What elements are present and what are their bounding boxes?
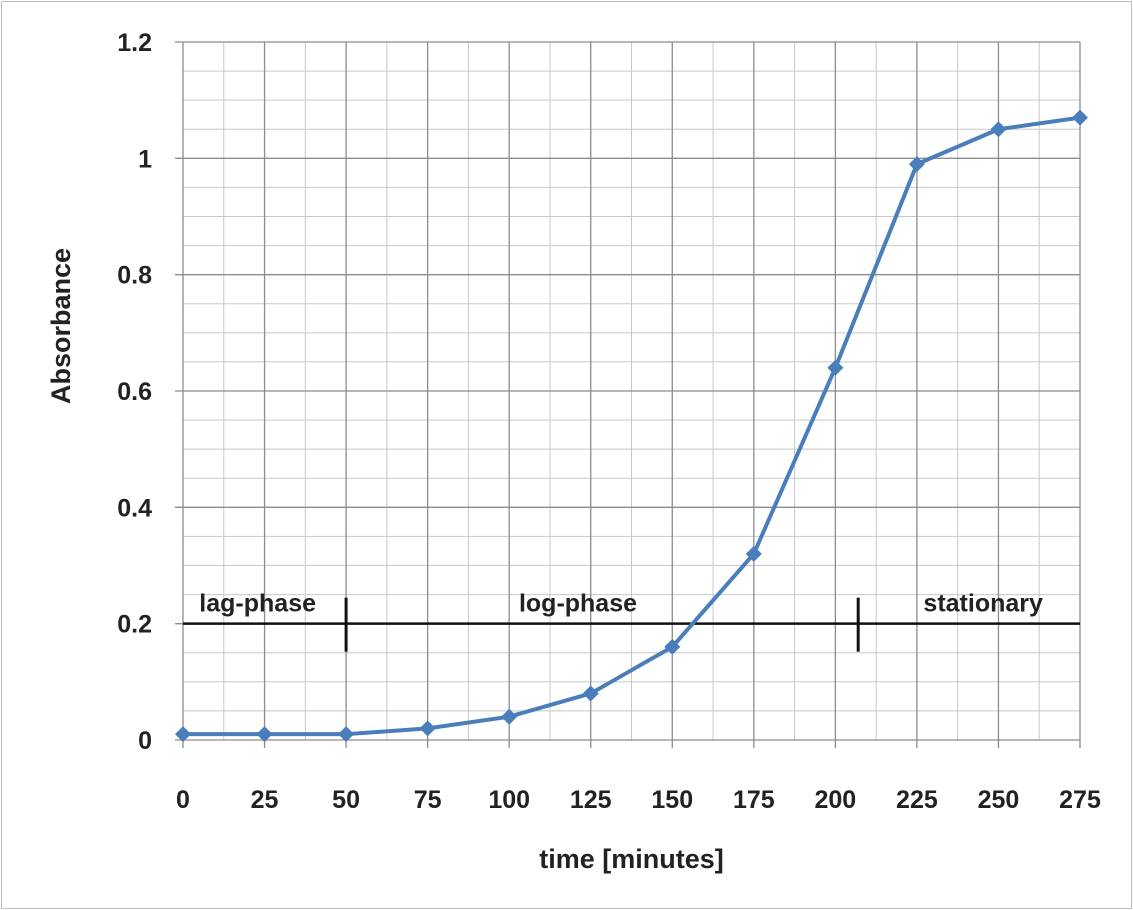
phase-annotations: lag-phase log-phase stationary — [183, 590, 1080, 652]
data-point-marker — [664, 638, 681, 655]
series-line — [183, 115, 1081, 737]
y-axis-label: Absorbance — [46, 248, 76, 404]
x-tick-label: 100 — [488, 786, 530, 814]
x-tick-label: 75 — [414, 786, 442, 814]
x-tick-label: 125 — [570, 786, 612, 814]
data-point-marker — [990, 121, 1007, 138]
data-point-marker — [501, 708, 518, 725]
x-tick-label: 50 — [332, 786, 360, 814]
data-point-marker — [827, 359, 844, 376]
x-tick-label: 0 — [176, 786, 190, 814]
y-tick-label: 0.4 — [117, 494, 152, 522]
data-point-marker — [908, 156, 925, 173]
phase-label: stationary — [923, 590, 1043, 618]
x-axis-label: time [minutes] — [539, 844, 724, 874]
x-tick-labels: 0 25 50 75 100 125 150 175 200 225 250 275 — [176, 786, 1101, 814]
x-tick-label: 225 — [896, 786, 938, 814]
y-tick-label: 0.6 — [117, 378, 152, 406]
data-point-marker — [338, 726, 355, 743]
y-tick-label: 0.2 — [117, 611, 152, 639]
y-tick-label: 0.8 — [117, 262, 152, 290]
y-tick-label: 0 — [138, 727, 152, 755]
data-point-marker — [582, 685, 599, 702]
data-point-marker — [175, 726, 191, 743]
y-tick-labels: 0 0.2 0.4 0.6 0.8 1 1.2 — [117, 29, 152, 755]
data-point-marker — [745, 545, 762, 562]
y-tick-label: 1.2 — [117, 29, 152, 57]
data-point-marker — [256, 726, 273, 743]
data-point-marker — [419, 720, 436, 737]
y-tick-label: 1 — [138, 145, 152, 173]
major-gridlines — [175, 41, 1081, 748]
x-tick-label: 150 — [651, 786, 693, 814]
phase-label: log-phase — [519, 590, 637, 618]
x-tick-label: 250 — [978, 786, 1020, 814]
data-point-marker — [1072, 109, 1088, 126]
phase-label: lag-phase — [199, 590, 316, 618]
x-tick-label: 175 — [733, 786, 775, 814]
data-series — [175, 109, 1088, 743]
x-tick-label: 200 — [815, 786, 857, 814]
x-tick-label: 25 — [251, 786, 279, 814]
x-tick-label: 275 — [1059, 786, 1101, 814]
